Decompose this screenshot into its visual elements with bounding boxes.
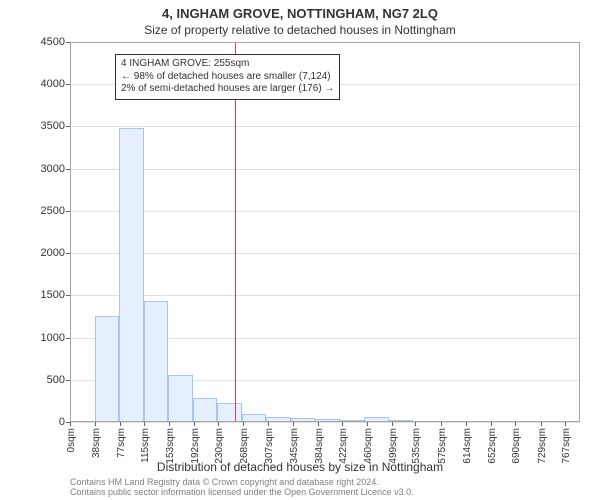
histogram-bar [266,417,291,422]
chart: 0500100015002000250030003500400045000sqm… [70,42,580,422]
y-tick-mark [66,338,70,339]
y-tick-mark [66,253,70,254]
gridline [70,169,580,170]
x-tick-mark [415,422,416,426]
x-tick-mark [541,422,542,426]
histogram-bar [144,301,169,422]
gridline [70,211,580,212]
histogram-bar [364,417,389,422]
x-tick-label: 499sqm [388,428,399,464]
x-tick-label: 345sqm [289,428,300,464]
x-tick-label: 690sqm [511,428,522,464]
y-tick-mark [66,295,70,296]
x-tick-mark [466,422,467,426]
x-tick-mark [95,422,96,426]
page-subtitle: Size of property relative to detached ho… [0,21,600,37]
marker-annotation-line: 2% of semi-detached houses are larger (1… [121,83,334,96]
x-tick-mark [342,422,343,426]
histogram-bar [315,419,340,422]
x-tick-mark [243,422,244,426]
histogram-bar [95,316,120,422]
y-tick-mark [66,42,70,43]
histogram-bar [242,414,267,422]
x-tick-label: 460sqm [363,428,374,464]
histogram-bar [168,375,193,422]
x-tick-mark [70,422,71,426]
x-tick-label: 153sqm [165,428,176,464]
y-tick-mark [66,84,70,85]
histogram-bar [340,420,365,422]
histogram-bar [193,398,218,422]
x-tick-mark [194,422,195,426]
x-tick-label: 614sqm [462,428,473,464]
y-tick-mark [66,380,70,381]
x-tick-label: 307sqm [264,428,275,464]
x-tick-mark [565,422,566,426]
x-tick-label: 192sqm [190,428,201,464]
histogram-bar [217,403,242,422]
x-tick-label: 767sqm [561,428,572,464]
x-tick-label: 535sqm [411,428,422,464]
gridline [70,295,580,296]
x-tick-label: 384sqm [314,428,325,464]
x-tick-label: 729sqm [537,428,548,464]
y-tick-mark [66,169,70,170]
x-tick-label: 422sqm [338,428,349,464]
histogram-bar [119,128,144,422]
x-axis-label: Distribution of detached houses by size … [0,460,600,474]
marker-annotation: 4 INGHAM GROVE: 255sqm← 98% of detached … [115,54,340,100]
x-tick-mark [218,422,219,426]
page: 4, INGHAM GROVE, NOTTINGHAM, NG7 2LQ Siz… [0,0,600,500]
gridline [70,126,580,127]
x-tick-label: 575sqm [437,428,448,464]
x-tick-mark [491,422,492,426]
x-tick-mark [367,422,368,426]
x-tick-mark [515,422,516,426]
credits: Contains HM Land Registry data © Crown c… [70,478,414,498]
x-tick-mark [392,422,393,426]
x-tick-label: 0sqm [66,428,77,452]
y-tick-mark [66,126,70,127]
x-tick-mark [318,422,319,426]
x-tick-mark [169,422,170,426]
x-tick-label: 652sqm [487,428,498,464]
x-tick-label: 115sqm [140,428,151,463]
y-tick-mark [66,211,70,212]
x-tick-mark [268,422,269,426]
x-tick-label: 38sqm [91,428,102,458]
plot-area: 0500100015002000250030003500400045000sqm… [70,42,580,422]
marker-annotation-line: 4 INGHAM GROVE: 255sqm [121,58,334,71]
x-tick-label: 230sqm [214,428,225,464]
x-tick-mark [293,422,294,426]
x-tick-mark [441,422,442,426]
gridline [70,42,580,43]
gridline [70,253,580,254]
x-tick-label: 77sqm [116,428,127,458]
gridline [70,422,580,423]
histogram-bar [291,418,316,422]
x-tick-label: 268sqm [239,428,250,464]
x-tick-mark [120,422,121,426]
page-title: 4, INGHAM GROVE, NOTTINGHAM, NG7 2LQ [0,0,600,21]
x-tick-mark [144,422,145,426]
marker-annotation-line: ← 98% of detached houses are smaller (7,… [121,71,334,84]
credit-line: Contains public sector information licen… [70,488,414,498]
